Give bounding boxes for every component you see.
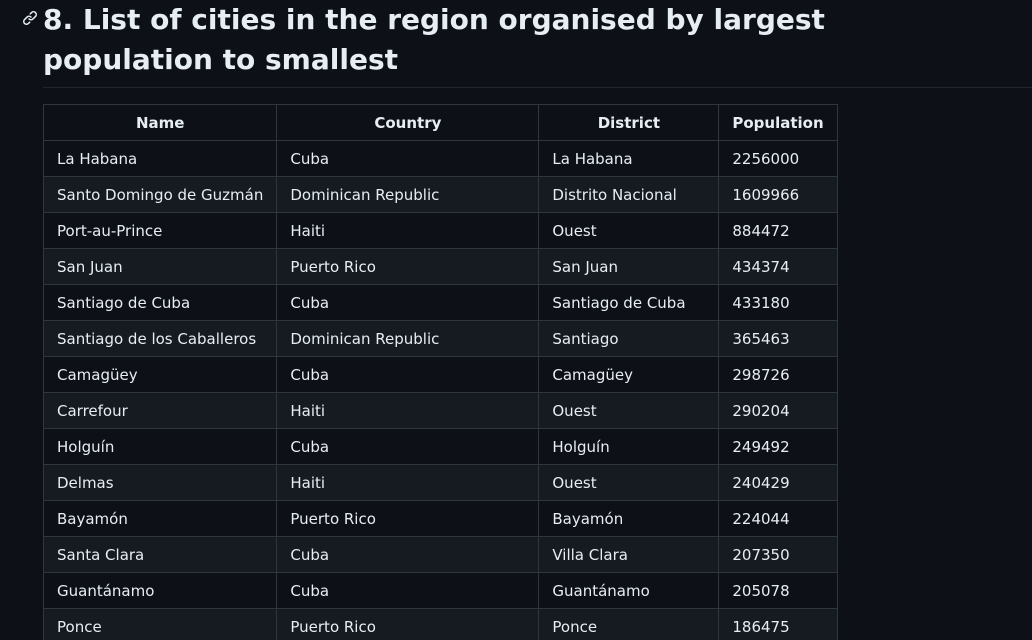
cell-population: 434374 bbox=[718, 248, 838, 285]
cell-name: Camagüey bbox=[42, 356, 278, 393]
cell-population: 207350 bbox=[718, 536, 838, 573]
cell-name: Bayamón bbox=[42, 500, 278, 537]
cell-population: 224044 bbox=[718, 500, 838, 537]
table-row: Port-au-Prince Haiti Ouest 884472 bbox=[42, 212, 838, 249]
cell-population: 249492 bbox=[718, 428, 838, 465]
cell-name: Santiago de Cuba bbox=[42, 284, 278, 321]
cell-name: Santo Domingo de Guzmán bbox=[42, 176, 278, 213]
column-header-population: Population bbox=[718, 104, 838, 141]
table-row: Carrefour Haiti Ouest 290204 bbox=[42, 392, 838, 429]
cell-country: Cuba bbox=[276, 140, 540, 177]
table-header-row: Name Country District Population bbox=[42, 104, 838, 141]
cell-name: Guantánamo bbox=[42, 572, 278, 609]
page-title: 8. List of cities in the region organise… bbox=[43, 3, 825, 76]
link-icon[interactable] bbox=[22, 10, 40, 28]
cell-country: Cuba bbox=[276, 536, 540, 573]
table-row: Santiago de Cuba Cuba Santiago de Cuba 4331… bbox=[42, 284, 838, 321]
cell-name: Port-au-Prince bbox=[42, 212, 278, 249]
cell-country: Dominican Republic bbox=[276, 176, 540, 213]
column-header-name: Name bbox=[42, 104, 278, 141]
cities-table: Name Country District Population La Haba… bbox=[42, 104, 838, 640]
cell-district: San Juan bbox=[538, 248, 720, 285]
table-row: San Juan Puerto Rico San Juan 434374 bbox=[42, 248, 838, 285]
cell-population: 186475 bbox=[718, 608, 838, 640]
cell-country: Cuba bbox=[276, 356, 540, 393]
cell-country: Haiti bbox=[276, 212, 540, 249]
cell-country: Haiti bbox=[276, 464, 540, 501]
table-row: Bayamón Puerto Rico Bayamón 224044 bbox=[42, 500, 838, 537]
table-row: Delmas Haiti Ouest 240429 bbox=[42, 464, 838, 501]
cell-population: 290204 bbox=[718, 392, 838, 429]
cell-country: Haiti bbox=[276, 392, 540, 429]
cell-population: 884472 bbox=[718, 212, 838, 249]
cell-district: Ponce bbox=[538, 608, 720, 640]
cell-district: Guantánamo bbox=[538, 572, 720, 609]
cell-district: Santiago bbox=[538, 320, 720, 357]
cell-population: 365463 bbox=[718, 320, 838, 357]
cell-country: Puerto Rico bbox=[276, 500, 540, 537]
cell-district: Distrito Nacional bbox=[538, 176, 720, 213]
cell-country: Puerto Rico bbox=[276, 248, 540, 285]
cell-population: 205078 bbox=[718, 572, 838, 609]
table-row: Camagüey Cuba Camagüey 298726 bbox=[42, 356, 838, 393]
column-header-country: Country bbox=[276, 104, 540, 141]
cell-district: Santiago de Cuba bbox=[538, 284, 720, 321]
table-row: Ponce Puerto Rico Ponce 186475 bbox=[42, 608, 838, 640]
cell-district: Bayamón bbox=[538, 500, 720, 537]
cell-district: Ouest bbox=[538, 464, 720, 501]
cell-name: La Habana bbox=[42, 140, 278, 177]
cell-population: 298726 bbox=[718, 356, 838, 393]
cell-name: Ponce bbox=[42, 608, 278, 640]
cell-population: 240429 bbox=[718, 464, 838, 501]
cell-name: Holguín bbox=[42, 428, 278, 465]
cell-name: Delmas bbox=[42, 464, 278, 501]
cell-name: Carrefour bbox=[42, 392, 278, 429]
cell-name: San Juan bbox=[42, 248, 278, 285]
cell-country: Dominican Republic bbox=[276, 320, 540, 357]
table-row: La Habana Cuba La Habana 2256000 bbox=[42, 140, 838, 177]
cell-district: La Habana bbox=[538, 140, 720, 177]
cell-district: Ouest bbox=[538, 212, 720, 249]
cell-name: Santiago de los Caballeros bbox=[42, 320, 278, 357]
column-header-district: District bbox=[538, 104, 720, 141]
cell-district: Ouest bbox=[538, 392, 720, 429]
heading-divider bbox=[43, 87, 1032, 88]
table-row: Santo Domingo de Guzmán Dominican Republi… bbox=[42, 176, 838, 213]
cell-name: Santa Clara bbox=[42, 536, 278, 573]
table-row: Holguín Cuba Holguín 249492 bbox=[42, 428, 838, 465]
table-row: Santa Clara Cuba Villa Clara 207350 bbox=[42, 536, 838, 573]
cell-district: Villa Clara bbox=[538, 536, 720, 573]
cell-country: Cuba bbox=[276, 284, 540, 321]
cell-country: Puerto Rico bbox=[276, 608, 540, 640]
cell-district: Holguín bbox=[538, 428, 720, 465]
cell-population: 433180 bbox=[718, 284, 838, 321]
cell-district: Camagüey bbox=[538, 356, 720, 393]
table-row: Guantánamo Cuba Guantánamo 205078 bbox=[42, 572, 838, 609]
cell-population: 2256000 bbox=[718, 140, 838, 177]
cell-country: Cuba bbox=[276, 428, 540, 465]
cell-country: Cuba bbox=[276, 572, 540, 609]
table-body: La Habana Cuba La Habana 2256000 Santo Domin… bbox=[42, 140, 838, 640]
cell-population: 1609966 bbox=[718, 176, 838, 213]
table-row: Santiago de los Caballeros Dominican Repu… bbox=[42, 320, 838, 357]
